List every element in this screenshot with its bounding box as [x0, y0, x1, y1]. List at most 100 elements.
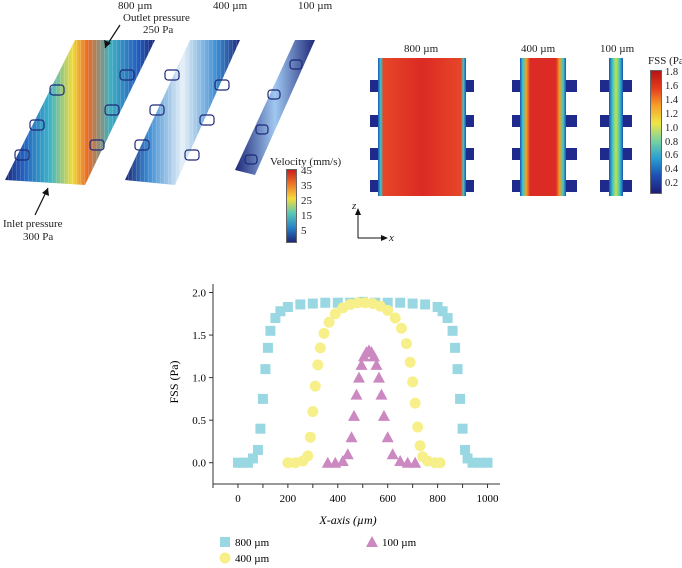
y-tick-label: 1.0 — [192, 373, 206, 385]
outlet-pressure-value: 250 Pa — [143, 24, 174, 36]
y-tick-label: 0.0 — [192, 458, 206, 470]
x-tick-label: 200 — [280, 493, 297, 505]
data-point-square — [270, 313, 281, 324]
data-point-triangle — [348, 409, 361, 421]
data-point-square — [265, 325, 276, 336]
data-point-triangle — [341, 448, 354, 460]
data-point-square — [332, 297, 343, 308]
data-point-circle — [414, 440, 426, 452]
fss-tick: 1.0 — [665, 122, 679, 134]
legend-label: 800 µm — [235, 537, 270, 549]
y-tick-label: 0.5 — [192, 415, 206, 427]
legend-label: 400 µm — [235, 553, 270, 565]
data-point-square — [260, 364, 271, 375]
data-point-triangle — [381, 431, 394, 443]
x-tick-label: 400 — [330, 493, 347, 505]
data-point-circle — [309, 380, 321, 392]
fss-tick: 0.6 — [665, 150, 679, 162]
data-point-square — [257, 393, 268, 404]
data-point-circle — [304, 431, 316, 443]
velocity-label-400: 400 µm — [213, 0, 248, 12]
data-point-square — [455, 393, 466, 404]
channel-800-3d — [5, 40, 155, 185]
y-tick-label: 1.5 — [192, 330, 206, 342]
fss-tick: 1.6 — [665, 80, 679, 92]
velocity-streamline-illustration — [5, 24, 315, 216]
data-point-circle — [412, 421, 424, 433]
data-point-square — [420, 299, 431, 310]
data-point-triangle — [336, 455, 349, 467]
data-point-circle — [312, 359, 324, 371]
legend-marker-triangle — [366, 536, 378, 547]
data-point-circle — [389, 312, 401, 324]
data-point-triangle — [355, 358, 368, 370]
data-point-triangle — [352, 371, 365, 383]
chart-axes: 0.0 0.5 1.0 1.5 2.0 0 200 400 600 800 1000 — [192, 284, 500, 505]
data-point-circle — [307, 406, 319, 418]
data-point-circle — [407, 376, 419, 388]
x-tick-label: 1000 — [477, 493, 500, 505]
fss-tick: 1.2 — [665, 108, 679, 120]
data-point-square — [437, 306, 448, 317]
data-point-square — [255, 423, 266, 434]
data-point-circle — [404, 356, 416, 368]
inlet-pressure-value: 300 Pa — [23, 231, 54, 243]
chart-marks — [232, 296, 493, 469]
channel-400-3d — [125, 40, 240, 185]
velocity-label-800: 800 µm — [118, 0, 153, 12]
velocity-colorbar-title: Velocity (mm/s) — [270, 156, 342, 168]
data-point-square — [262, 342, 273, 353]
fss-map-400 — [520, 58, 566, 196]
data-point-square — [457, 423, 468, 434]
fss-map-label-800: 800 µm — [404, 43, 439, 55]
data-point-square — [467, 457, 478, 468]
data-point-square — [452, 364, 463, 375]
data-point-square — [482, 457, 493, 468]
fss-map-800 — [378, 58, 466, 196]
data-point-square — [395, 297, 406, 308]
chart-legend: 800 µm 400 µm 100 µm — [219, 536, 417, 565]
data-point-triangle — [370, 358, 383, 370]
data-point-square — [460, 444, 471, 455]
velocity-label-100: 100 µm — [298, 0, 333, 12]
x-axis-label: X-axis (µm) — [318, 513, 376, 527]
data-point-circle — [434, 457, 446, 469]
axis-indicator-z: z — [352, 200, 357, 212]
data-point-triangle — [350, 388, 363, 400]
data-point-triangle — [372, 371, 385, 383]
fss-map-label-400: 400 µm — [521, 43, 556, 55]
inlet-pressure-label: Inlet pressure — [3, 218, 63, 230]
velocity-tick-35: 35 — [301, 180, 312, 192]
fss-heatmap-illustration — [355, 58, 632, 241]
data-point-circle — [318, 327, 330, 339]
data-point-circle — [302, 450, 314, 462]
fss-tick: 1.4 — [665, 94, 679, 106]
fss-tick: 0.2 — [665, 178, 679, 190]
data-point-circle — [323, 316, 335, 328]
x-tick-label: 0 — [235, 493, 241, 505]
data-point-circle — [395, 322, 407, 334]
y-tick-label: 2.0 — [192, 288, 206, 300]
outlet-pressure-label: Outlet pressure — [123, 12, 190, 24]
data-point-triangle — [386, 448, 399, 460]
velocity-tick-15: 15 — [301, 210, 312, 222]
data-point-circle — [400, 338, 412, 350]
velocity-tick-25: 25 — [301, 195, 312, 207]
channel-100-3d — [235, 40, 315, 175]
data-point-triangle — [375, 388, 388, 400]
velocity-colorbar — [286, 169, 297, 243]
legend-marker-circle — [219, 552, 231, 564]
data-point-square — [450, 342, 461, 353]
data-point-circle — [382, 304, 394, 316]
fss-colorbar-title: FSS (Pa) — [648, 55, 682, 67]
data-point-square — [320, 297, 331, 308]
fss-colorbar — [650, 70, 662, 194]
data-point-square — [275, 306, 286, 317]
fss-tick: 0.4 — [665, 164, 679, 176]
fss-map-label-100: 100 µm — [600, 43, 635, 55]
data-point-square — [247, 453, 258, 464]
data-point-triangle — [345, 431, 358, 443]
data-point-circle — [409, 397, 421, 409]
data-point-circle — [314, 342, 326, 354]
data-point-square — [307, 298, 318, 309]
